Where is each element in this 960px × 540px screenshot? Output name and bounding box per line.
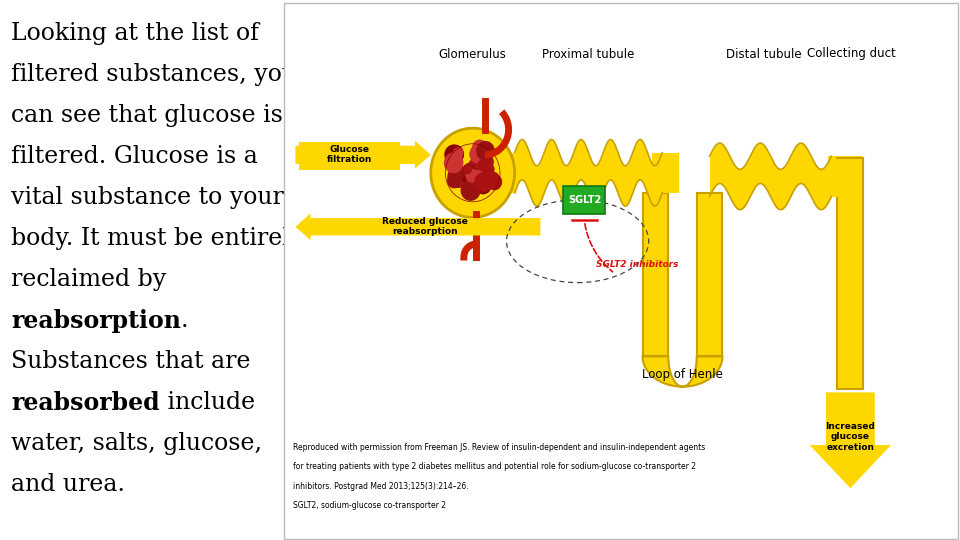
Circle shape	[474, 164, 487, 177]
Text: vital substance to your: vital substance to your	[12, 186, 284, 209]
Circle shape	[480, 172, 492, 185]
Text: for treating patients with type 2 diabetes mellitus and potential role for sodiu: for treating patients with type 2 diabet…	[294, 462, 696, 471]
Circle shape	[453, 147, 464, 159]
Circle shape	[463, 175, 470, 183]
Circle shape	[471, 170, 485, 184]
Circle shape	[472, 139, 488, 156]
Circle shape	[483, 163, 494, 176]
Text: Glucose
filtration: Glucose filtration	[326, 145, 372, 165]
Text: Substances that are: Substances that are	[12, 350, 251, 373]
Bar	[507, 153, 515, 193]
Circle shape	[446, 145, 464, 164]
Text: Loop of Henle: Loop of Henle	[642, 368, 723, 381]
Text: SGLT2, sodium-glucose co-transporter 2: SGLT2, sodium-glucose co-transporter 2	[294, 501, 446, 510]
Circle shape	[474, 176, 492, 194]
Circle shape	[474, 170, 483, 178]
Circle shape	[477, 165, 490, 178]
Circle shape	[487, 174, 502, 190]
Bar	[697, 193, 723, 356]
Text: filtered substances, you: filtered substances, you	[12, 63, 298, 86]
Circle shape	[447, 166, 468, 188]
Circle shape	[461, 180, 481, 201]
Text: can see that glucose is: can see that glucose is	[12, 104, 283, 127]
Circle shape	[463, 163, 482, 184]
Text: filtered. Glucose is a: filtered. Glucose is a	[12, 145, 258, 168]
Circle shape	[480, 164, 492, 178]
Text: body. It must be entirely: body. It must be entirely	[12, 227, 303, 250]
Bar	[837, 158, 863, 389]
Text: water, salts, glucose,: water, salts, glucose,	[12, 432, 262, 455]
Text: include: include	[160, 391, 255, 414]
Circle shape	[459, 176, 468, 184]
Text: Collecting duct: Collecting duct	[807, 48, 896, 60]
Text: .: .	[181, 309, 189, 332]
Circle shape	[447, 147, 461, 162]
Polygon shape	[809, 393, 891, 488]
Circle shape	[477, 164, 486, 173]
Text: Proximal tubule: Proximal tubule	[541, 48, 634, 60]
Circle shape	[462, 162, 482, 184]
Text: Glomerulus: Glomerulus	[439, 48, 507, 60]
Polygon shape	[296, 141, 431, 169]
Bar	[564, 186, 606, 214]
Text: Looking at the list of: Looking at the list of	[12, 22, 259, 45]
Circle shape	[476, 141, 495, 161]
Circle shape	[444, 152, 464, 173]
Bar	[642, 193, 668, 356]
Circle shape	[481, 155, 493, 169]
Text: Increased
glucose
excretion: Increased glucose excretion	[826, 422, 876, 451]
Circle shape	[464, 165, 472, 174]
Circle shape	[466, 172, 473, 180]
Text: Distal tubule: Distal tubule	[726, 48, 802, 60]
Circle shape	[447, 173, 461, 188]
Circle shape	[444, 144, 464, 165]
Circle shape	[460, 164, 478, 184]
Text: reabsorbed: reabsorbed	[12, 391, 160, 415]
Bar	[652, 153, 679, 193]
Circle shape	[431, 128, 515, 218]
Circle shape	[477, 160, 487, 170]
Circle shape	[474, 147, 488, 161]
Circle shape	[468, 157, 483, 173]
Text: Reduced glucose
reabsorption: Reduced glucose reabsorption	[382, 217, 468, 237]
Polygon shape	[642, 356, 723, 387]
Text: Reproduced with permission from Freeman JS. Review of insulin-dependent and insu: Reproduced with permission from Freeman …	[294, 443, 706, 452]
Bar	[828, 156, 862, 197]
Text: reabsorption: reabsorption	[12, 309, 181, 333]
Text: inhibitors. Postgrad Med 2013;125(3):214–26.: inhibitors. Postgrad Med 2013;125(3):214…	[294, 482, 469, 491]
Text: and urea.: and urea.	[12, 473, 126, 496]
Circle shape	[489, 172, 499, 183]
Text: SGLT2 inhibitors: SGLT2 inhibitors	[596, 260, 679, 269]
Bar	[299, 141, 400, 170]
Circle shape	[466, 168, 479, 183]
Circle shape	[469, 144, 488, 164]
Text: reclaimed by: reclaimed by	[12, 268, 167, 291]
Polygon shape	[296, 213, 540, 240]
Text: SGLT2: SGLT2	[567, 195, 601, 205]
Circle shape	[474, 172, 493, 192]
